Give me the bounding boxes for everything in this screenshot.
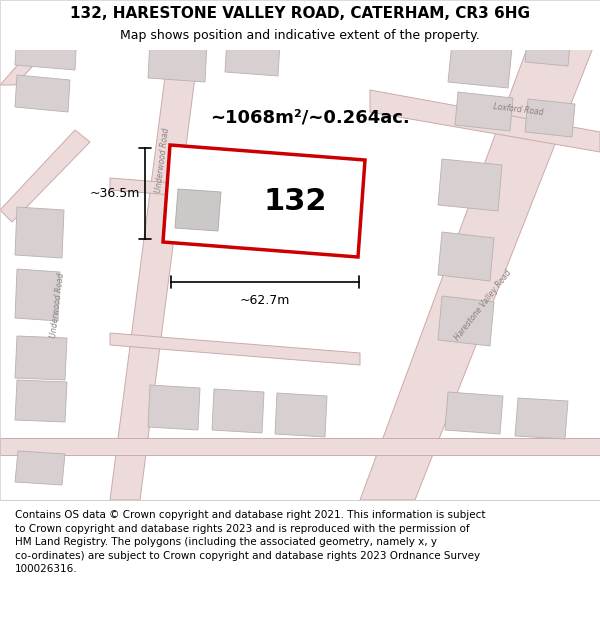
Polygon shape: [0, 438, 600, 455]
Polygon shape: [110, 178, 360, 210]
Polygon shape: [15, 75, 70, 112]
Polygon shape: [0, 0, 95, 85]
Polygon shape: [455, 92, 513, 131]
Polygon shape: [445, 392, 503, 434]
Polygon shape: [110, 0, 205, 500]
Polygon shape: [438, 296, 494, 346]
Polygon shape: [163, 145, 365, 257]
Polygon shape: [275, 393, 327, 437]
Bar: [0, 0, 600, 50]
Polygon shape: [0, 130, 90, 222]
Polygon shape: [360, 0, 600, 500]
Text: Harestone Valley Road: Harestone Valley Road: [453, 268, 513, 342]
Polygon shape: [15, 207, 64, 258]
Polygon shape: [175, 189, 221, 231]
Polygon shape: [448, 42, 512, 88]
Text: Map shows position and indicative extent of the property.: Map shows position and indicative extent…: [120, 29, 480, 42]
Text: 132, HARESTONE VALLEY ROAD, CATERHAM, CR3 6HG: 132, HARESTONE VALLEY ROAD, CATERHAM, CR…: [70, 6, 530, 21]
Text: Contains OS data © Crown copyright and database right 2021. This information is : Contains OS data © Crown copyright and d…: [15, 510, 485, 574]
Polygon shape: [370, 90, 600, 152]
Polygon shape: [110, 333, 360, 365]
Text: Underwood Road: Underwood Road: [50, 272, 67, 338]
Text: Underwood Road: Underwood Road: [155, 127, 172, 193]
Polygon shape: [15, 336, 67, 380]
Text: ~1068m²/~0.264ac.: ~1068m²/~0.264ac.: [210, 108, 410, 126]
Text: ~36.5m: ~36.5m: [89, 187, 140, 200]
Text: 132: 132: [263, 188, 327, 216]
Text: Loxford Road: Loxford Road: [493, 102, 544, 118]
Polygon shape: [148, 385, 200, 430]
Polygon shape: [225, 38, 280, 76]
Polygon shape: [525, 28, 571, 66]
Polygon shape: [525, 99, 575, 137]
Polygon shape: [515, 398, 568, 439]
Polygon shape: [15, 269, 60, 321]
Polygon shape: [15, 451, 65, 485]
Polygon shape: [212, 389, 264, 433]
Polygon shape: [438, 232, 494, 281]
Text: ~62.7m: ~62.7m: [240, 294, 290, 307]
Polygon shape: [15, 28, 77, 70]
Polygon shape: [148, 38, 207, 82]
Polygon shape: [438, 159, 502, 211]
Polygon shape: [15, 380, 67, 422]
